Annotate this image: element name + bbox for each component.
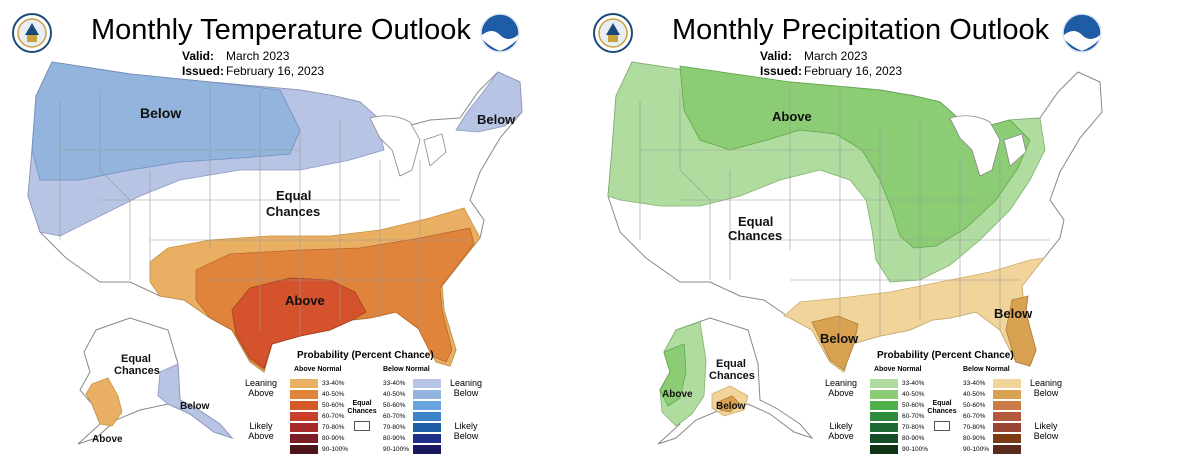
legend-below-swatches: 33-40% 40-50% 50-60% 60-70% 70-80% 80-90… [963, 378, 1025, 455]
label-ak-above: Above [92, 434, 123, 445]
label-below-tx: Below [820, 331, 859, 346]
label-ak-below: Below [180, 401, 210, 412]
noaa-logo-icon [480, 13, 520, 53]
legend-above-head: Above Normal [874, 366, 922, 373]
label-equal-1: Equal [276, 188, 311, 203]
legend-above-head: Above Normal [294, 366, 342, 373]
label-equal-1: Equal [738, 214, 773, 229]
label-below-nw: Below [140, 105, 181, 121]
issued-value: February 16, 2023 [804, 64, 903, 78]
temp-below-ne-33 [455, 71, 523, 133]
legend-equal-chances-swatch [934, 421, 950, 431]
label-equal-2: Chances [728, 228, 782, 243]
label-ak-equal-2: Chances [114, 365, 160, 377]
state-borders [639, 82, 1050, 336]
temperature-map: Below Below Equal Chances Above Equal Ch… [27, 61, 523, 445]
legend-likely-above: Likely Above [248, 421, 274, 441]
issued-key: Issued: [182, 64, 225, 78]
valid-issued-info: Valid: March 2023 Issued: February 16, 202… [182, 49, 324, 79]
page-title: Monthly Precipitation Outlook [672, 14, 1050, 46]
legend-likely-above: Likely Above [828, 421, 854, 441]
legend-equal-chances-swatch [354, 421, 370, 431]
legend-likely-below: Likely Below [453, 421, 479, 441]
valid-value: March 2023 [804, 49, 868, 63]
label-ak-equal-1: Equal [716, 358, 746, 370]
great-lakes [949, 115, 1027, 177]
legend-leaning-below: Leaning Below [449, 378, 483, 398]
legend-above-swatches: 33-40% 40-50% 50-60% 60-70% 70-80% 80-90… [290, 378, 348, 455]
label-ak-below: Below [716, 401, 746, 412]
issued-value: February 16, 2023 [226, 64, 325, 78]
legend-below-swatches: 33-40% 40-50% 50-60% 60-70% 70-80% 80-90… [383, 378, 445, 455]
legend-leaning-below: Leaning Below [1029, 378, 1063, 398]
page-title: Monthly Temperature Outlook [91, 14, 471, 46]
legend-below-head: Below Normal [963, 366, 1010, 373]
label-ak-equal-1: Equal [121, 353, 151, 365]
label-ak-above: Above [662, 389, 693, 400]
ak-below-33 [157, 363, 234, 439]
legend-title: Probability (Percent Chance) [877, 350, 1014, 361]
precipitation-map: Above Equal Chances Below Below Equal Ch… [607, 61, 1103, 445]
ak-above-33 [85, 377, 123, 427]
legend-equal-chances-label: Equal Chances [927, 400, 957, 415]
label-ak-equal-2: Chances [709, 370, 755, 382]
label-above: Above [772, 109, 812, 124]
label-below-ne: Below [477, 112, 516, 127]
legend-leaning-above: Leaning Above [824, 378, 858, 398]
label-above: Above [285, 293, 325, 308]
issued-key: Issued: [760, 64, 803, 78]
precip-below-40-fl [1005, 295, 1037, 367]
valid-issued-info: Valid: March 2023 Issued: February 16, 202… [760, 49, 902, 79]
great-lakes [369, 115, 447, 177]
valid-key: Valid: [760, 49, 793, 63]
temperature-outlook-panel: Monthly Temperature Outlook Valid: March … [12, 13, 523, 455]
state-borders [59, 82, 470, 336]
doc-seal-icon [12, 13, 52, 53]
precip-below-40-tx [811, 315, 859, 371]
legend-likely-below: Likely Below [1033, 421, 1059, 441]
legend-above-swatches: 33-40% 40-50% 50-60% 60-70% 70-80% 80-90… [870, 378, 928, 455]
valid-value: March 2023 [226, 49, 290, 63]
temp-above-50 [231, 277, 367, 369]
label-below-fl: Below [994, 306, 1033, 321]
ak-below-40 [717, 395, 741, 413]
legend-leaning-above: Leaning Above [244, 378, 278, 398]
legend-title: Probability (Percent Chance) [297, 350, 434, 361]
legend-below-head: Below Normal [383, 366, 430, 373]
precip-above-40 [679, 65, 1031, 249]
valid-key: Valid: [182, 49, 215, 63]
label-equal-2: Chances [266, 204, 320, 219]
precipitation-outlook-panel: Monthly Precipitation Outlook Valid: Marc… [593, 0, 1200, 472]
legend-equal-chances-label: Equal Chances [347, 400, 377, 415]
noaa-logo-icon [1062, 13, 1102, 53]
ak-above-40 [659, 343, 687, 407]
doc-seal-icon [593, 13, 633, 53]
